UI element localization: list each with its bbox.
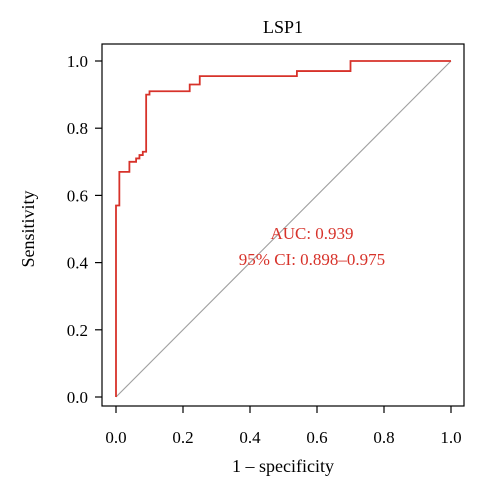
y-tick-label: 0.4 [67,254,89,273]
y-tick-label: 0.6 [67,186,88,205]
x-tick-label: 0.8 [373,428,394,447]
chart-title: LSP1 [263,17,303,37]
roc-line [115,60,451,397]
reference-diagonal [115,60,452,398]
ci-annotation: 95% CI: 0.898–0.975 [239,250,385,269]
x-axis-label: 1 – specificity [232,456,334,476]
x-tick-label: 0.2 [172,428,193,447]
plot-frame [101,43,465,407]
diagonal-line [115,60,452,398]
x-tick-label: 0.4 [239,428,261,447]
auc-annotation: AUC: 0.939 [270,224,353,243]
y-tick-label: 1.0 [67,52,88,71]
x-tick-label: 1.0 [440,428,461,447]
y-tick-label: 0.2 [67,321,88,340]
x-tick-label: 0.0 [105,428,126,447]
x-tick-label: 0.6 [306,428,327,447]
y-axis-label: Sensitivity [18,190,38,267]
y-axis-ticks: 0.0 0.2 0.4 0.6 0.8 1.0 [67,52,102,407]
y-tick-label: 0.0 [67,388,88,407]
y-tick-label: 0.8 [67,119,88,138]
roc-curve [115,60,451,397]
x-axis-ticks: 0.0 0.2 0.4 0.6 0.8 1.0 [105,406,462,447]
